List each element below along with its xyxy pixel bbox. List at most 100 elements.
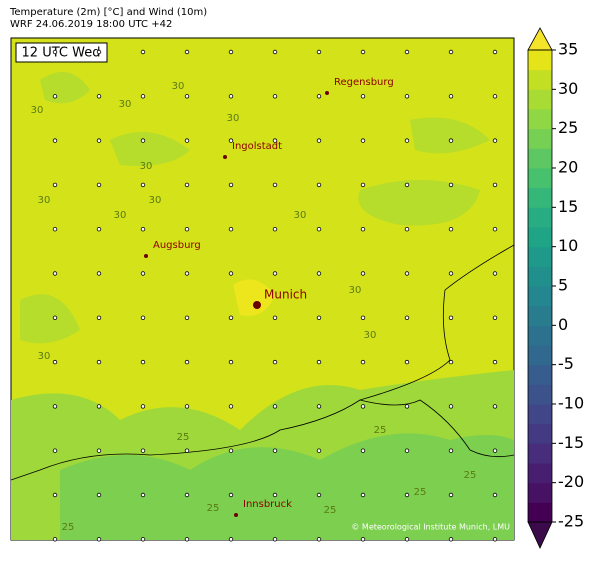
contour-label: 25 [414, 487, 427, 498]
wind-station [360, 448, 366, 453]
wind-station [360, 94, 366, 99]
wind-station [140, 448, 146, 453]
wind-station [360, 271, 366, 276]
wind-station [184, 359, 190, 365]
contour-label: 30 [364, 330, 377, 341]
wind-station [492, 448, 498, 453]
wind-station [404, 404, 410, 409]
wind-station [360, 404, 366, 409]
colorbar-band [528, 207, 552, 228]
wind-station [228, 537, 234, 542]
title-line-1: Temperature (2m) [°C] and Wind (10m) [9, 7, 207, 18]
credit: © Meteorological Institute Munich, LMU [351, 523, 510, 532]
wind-station [316, 492, 322, 498]
colorbar-extend-over [527, 27, 553, 51]
wind-station [448, 492, 454, 498]
wind-station [96, 537, 102, 542]
wind-station [184, 537, 190, 542]
colorbar-band [528, 128, 552, 149]
contour-label: 25 [374, 425, 387, 436]
contour-label: 30 [349, 285, 362, 296]
colorbar-band [528, 384, 552, 405]
wind-station [140, 404, 146, 409]
city-label: Augsburg [153, 240, 201, 251]
contour-label: 30 [294, 210, 307, 221]
city-marker [325, 91, 329, 95]
wind-station [140, 138, 146, 143]
wind-station [360, 359, 366, 365]
wind-station [52, 271, 58, 276]
colorbar-band [528, 443, 552, 464]
contour-label: 30 [227, 113, 240, 124]
wind-station [184, 492, 190, 498]
colorbar-tick-label: -20 [558, 472, 584, 491]
colorbar-band [528, 50, 552, 71]
colorbar-band [528, 148, 552, 169]
wind-station [96, 49, 102, 55]
wind-station [272, 94, 278, 99]
wind-station [272, 492, 278, 498]
wind-station [272, 226, 278, 232]
wind-station [52, 492, 58, 498]
wind-station [52, 315, 58, 320]
wind-station [360, 315, 366, 320]
wind-station [96, 94, 102, 99]
colorbar-band [528, 89, 552, 110]
wind-station [492, 537, 498, 542]
wind-station [228, 404, 234, 409]
wind-station [448, 359, 454, 365]
colorbar-band [528, 364, 552, 385]
colorbar-band [528, 345, 552, 366]
time-box [15, 42, 108, 63]
colorbar-band [528, 463, 552, 484]
border [10, 244, 515, 481]
wind-station [316, 226, 322, 232]
map: 12 UTC Wed © Meteorological Institute Mu… [10, 37, 515, 542]
colorbar-tick-label: 35 [558, 40, 578, 59]
wind-station [96, 359, 102, 365]
wind-station [228, 271, 234, 276]
wind-station [140, 492, 146, 498]
wind-station [404, 271, 410, 276]
city-marker [144, 254, 148, 258]
wind-station [272, 138, 278, 143]
warm-spot [233, 279, 275, 316]
wind-station [360, 537, 366, 542]
wind-station [184, 315, 190, 320]
wind-station [448, 94, 454, 99]
wind-station [492, 138, 498, 143]
title-line-2: WRF 24.06.2019 18:00 UTC +42 [10, 19, 172, 30]
wind-station [360, 138, 366, 143]
wind-station [184, 49, 190, 55]
time-label: 12 UTC Wed [22, 46, 101, 61]
colorbar-band [528, 482, 552, 503]
wind-station [448, 138, 454, 143]
colorbar-band [528, 325, 552, 346]
contour-label: 25 [62, 522, 75, 533]
colorbar-band [528, 266, 552, 287]
colorbar-band [528, 109, 552, 130]
wind-station [96, 182, 102, 188]
terrain-zone [20, 72, 490, 344]
wind-station [96, 315, 102, 320]
wind-station [272, 315, 278, 320]
colorbar-band [528, 305, 552, 326]
wind-station [228, 182, 234, 188]
terrain-zone [60, 433, 514, 540]
contour-label: 30 [114, 210, 127, 221]
wind-station [404, 448, 410, 453]
wind-station [52, 537, 58, 542]
wind-station [52, 448, 58, 453]
wind-station [184, 226, 190, 232]
wind-station [360, 492, 366, 498]
wind-station [316, 359, 322, 365]
wind-station [404, 537, 410, 542]
colorbar-tick-label: 25 [558, 118, 578, 137]
wind-station [184, 271, 190, 276]
wind-station [492, 359, 498, 365]
wind-station [140, 271, 146, 276]
city-marker [223, 155, 227, 159]
wind-station [228, 226, 234, 232]
wind-station [492, 315, 498, 320]
wind-station [184, 94, 190, 99]
